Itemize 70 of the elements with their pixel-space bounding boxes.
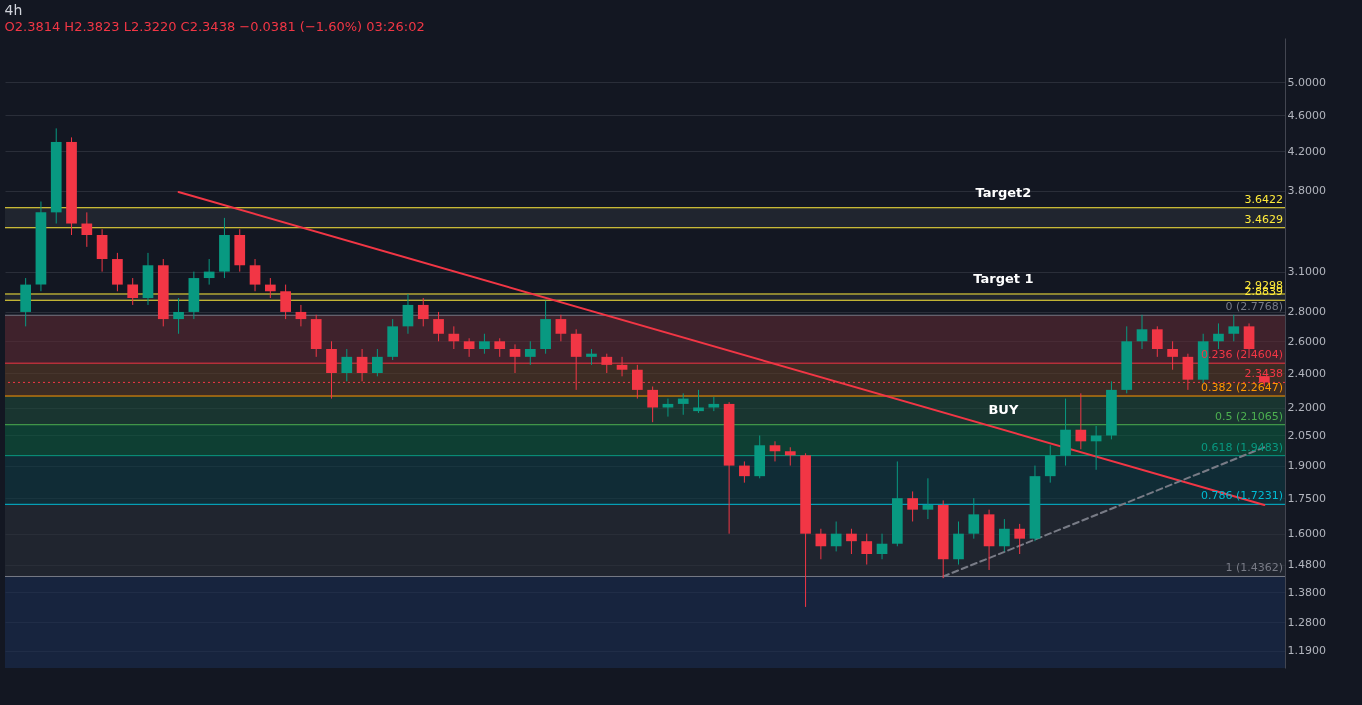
candlestick [1151, 325, 1163, 358]
candlestick [127, 277, 139, 306]
candlestick [876, 533, 888, 560]
candlestick [417, 297, 429, 327]
y-tick-label: 1.7500 [1287, 491, 1326, 505]
ref-line-label: 3.4629 [1244, 212, 1283, 226]
candlestick [249, 258, 261, 292]
y-tick-label: 4.2000 [1287, 144, 1326, 158]
candlestick [280, 284, 291, 320]
candlestick [173, 297, 184, 335]
candlestick [784, 446, 796, 467]
ref-line-label: 0.382 (2.2647) [1200, 381, 1283, 395]
candlestick [1075, 392, 1087, 450]
y-tick-label: 1.9000 [1287, 459, 1326, 473]
candlestick [555, 314, 567, 342]
band-label: Target 1 [973, 270, 1034, 286]
y-tick-label: 1.2800 [1287, 615, 1326, 629]
candlestick [524, 340, 536, 366]
candlestick [433, 311, 444, 342]
y-tick-label: 1.4800 [1287, 558, 1326, 572]
y-tick-label: 2.0500 [1287, 428, 1326, 442]
y-tick-label: 3.1000 [1287, 265, 1326, 279]
candlestick [494, 337, 506, 358]
candlestick [999, 518, 1010, 552]
candlestick [846, 528, 857, 555]
y-tick-label: 1.3800 [1287, 585, 1326, 599]
candlestick [203, 258, 215, 286]
candlestick [479, 333, 490, 355]
candlestick [295, 304, 307, 327]
candlestick [662, 398, 674, 418]
ref-line-label: 0.618 (1.9483) [1200, 440, 1283, 454]
candlestick [907, 490, 918, 522]
candlestick [463, 337, 475, 358]
candlestick [830, 520, 842, 552]
candlestick [677, 392, 689, 416]
candlestick [402, 293, 414, 335]
candlestick [1213, 322, 1224, 350]
candlestick [372, 348, 383, 377]
ref-line-label: 0.786 (1.7231) [1200, 489, 1283, 503]
y-tick-label: 1.1900 [1287, 644, 1326, 658]
ref-line-label: 0 (2.7768) [1225, 300, 1283, 314]
y-tick-label: 2.2000 [1287, 401, 1326, 414]
band-label: Target2 [975, 184, 1032, 200]
candlestick [341, 348, 353, 382]
candlestick [739, 460, 750, 484]
y-tick-label: 3.8000 [1287, 184, 1326, 198]
candlestick [922, 477, 934, 520]
band-label: BUY [988, 401, 1019, 417]
candlestick [264, 277, 276, 299]
candlestick [81, 211, 93, 248]
candlestick [1014, 523, 1026, 555]
candlestick [769, 440, 781, 462]
candlestick [647, 385, 658, 423]
y-tick-label: 2.6000 [1287, 334, 1326, 348]
candlestick [1136, 314, 1148, 350]
ref-line-label: 3.6422 [1244, 192, 1283, 206]
ref-line-label: 2.3438 [1244, 367, 1283, 381]
candlestick [448, 325, 460, 350]
ref-line-label: 0.5 (2.1065) [1214, 409, 1283, 423]
ref-line-label: 1 (1.4362) [1225, 561, 1283, 575]
candlestick [861, 533, 873, 566]
candlestick [1228, 314, 1240, 342]
candlestick [968, 497, 980, 540]
text: O2.3814 H2.3823 L2.3220 C2.3438 −0.0381 (−1.60%) 03:26:02 [4, 19, 425, 34]
y-tick-label: 2.4000 [1287, 366, 1326, 380]
y-tick-label: 1.6000 [1287, 527, 1326, 541]
y-tick-label: 4.6000 [1287, 108, 1326, 122]
chart-title: 4h [4, 2, 23, 18]
y-tick-label: 2.8000 [1287, 305, 1326, 319]
y-tick-label: 5.0000 [1287, 75, 1326, 89]
